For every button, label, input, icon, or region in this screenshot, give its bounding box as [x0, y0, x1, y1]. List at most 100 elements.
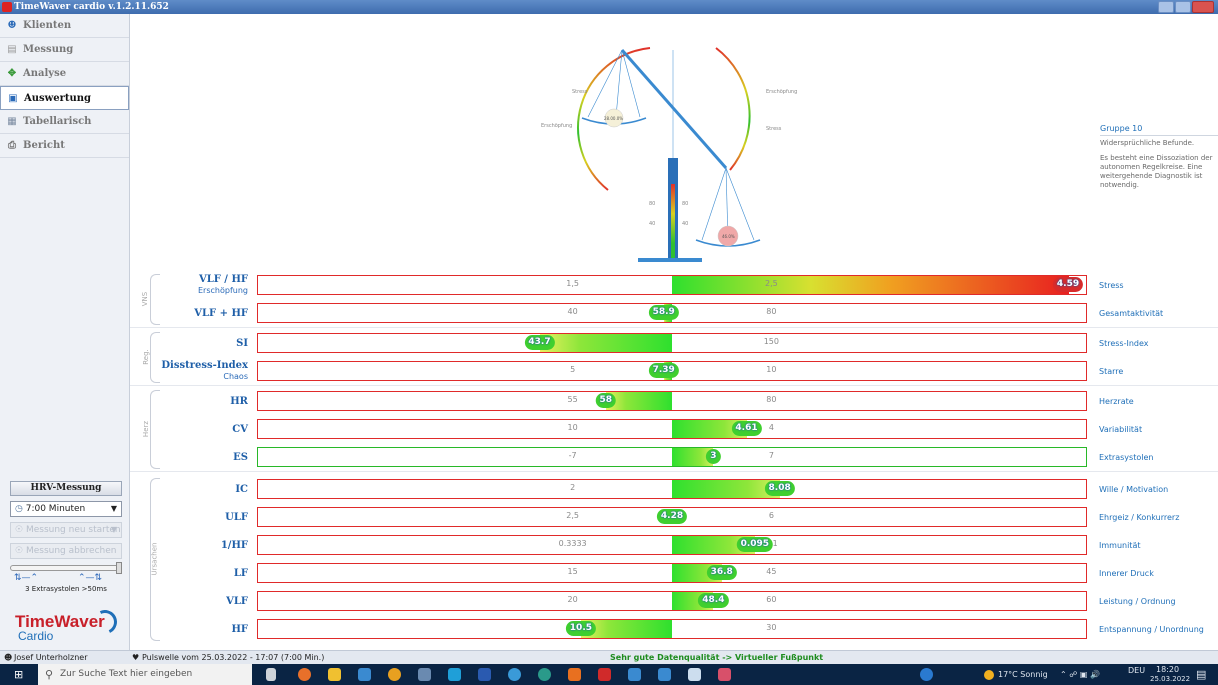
- metric-name: ULF: [225, 512, 248, 523]
- tray-lang[interactable]: DEU: [1128, 666, 1146, 675]
- camera-icon[interactable]: [418, 668, 431, 681]
- metric-right-label: Immunität: [1099, 541, 1141, 550]
- sidebar-item-tabellarisch[interactable]: ▦ Tabellarisch: [0, 110, 129, 134]
- stress-right-label: Stress: [766, 126, 782, 132]
- metric-tick-label: 10: [567, 423, 578, 432]
- metric-right-label: Herzrate: [1099, 397, 1134, 406]
- user-icon: ☻: [4, 653, 13, 662]
- metric-bar: 55 80 58: [257, 391, 1087, 411]
- threshold-slider[interactable]: [10, 562, 122, 574]
- group-description: Es besteht eine Dissoziation der autonom…: [1100, 154, 1213, 189]
- metric-bar-fill: [672, 448, 714, 466]
- duration-value: 7:00 Minuten: [25, 504, 86, 514]
- weather-sun-icon: [984, 670, 994, 680]
- search-icon: ⚲: [45, 668, 54, 681]
- right-pan-value: 46.0%: [722, 234, 735, 239]
- metric-tick-label: 2,5: [566, 511, 579, 520]
- status-user: Josef Unterholzner: [14, 653, 88, 662]
- ecg-icon: ⇅—⌃: [14, 573, 39, 583]
- app-icon[interactable]: [688, 668, 701, 681]
- tray-date[interactable]: 25.03.2022: [1150, 675, 1191, 683]
- taskbar-search[interactable]: ⚲ Zur Suche Text hier eingeben: [38, 664, 252, 685]
- metric-tick-label: 60: [766, 595, 777, 604]
- weather-text[interactable]: 17°C Sonnig: [998, 670, 1048, 679]
- skype-icon[interactable]: [448, 668, 461, 681]
- app-icon[interactable]: [628, 668, 641, 681]
- metric-value: 4.28: [656, 509, 688, 524]
- metric-bar: 2,5 6 4.28: [257, 507, 1087, 527]
- tray-time[interactable]: 18:20: [1156, 665, 1180, 674]
- metric-value: 36.8: [706, 565, 737, 580]
- metric-tick-label: 80: [766, 307, 777, 316]
- scale-40-left: 40: [649, 221, 655, 227]
- metric-sublabel: Chaos: [223, 372, 248, 381]
- timewaver-logo: TimeWaver Cardio: [15, 606, 121, 643]
- balance-beam: [620, 49, 728, 169]
- abort-measurement-button[interactable]: ☉ Messung abbrechen: [10, 543, 122, 559]
- restart-icon: ☉: [15, 525, 24, 535]
- group-bracket: [150, 274, 160, 325]
- task-view-icon[interactable]: [266, 668, 276, 681]
- slider-thumb[interactable]: [116, 562, 122, 574]
- logo-subtext: Cardio: [18, 629, 54, 643]
- duration-select[interactable]: ◷ 7:00 Minuten ▼: [10, 501, 122, 517]
- metric-name: HR: [230, 396, 248, 407]
- metric-right-label: Ehrgeiz / Konkurrerz: [1099, 513, 1180, 522]
- maximize-button[interactable]: [1175, 1, 1191, 13]
- word-icon[interactable]: [478, 668, 491, 681]
- status-bar: ☻ Josef Unterholzner ♥ Pulswelle vom 25.…: [0, 650, 1218, 664]
- metric-value: 43.7: [524, 335, 555, 350]
- monitor-icon: ▣: [8, 92, 18, 104]
- sidebar-item-messung[interactable]: ▤ Messung: [0, 38, 129, 62]
- timewaver-taskbar-icon[interactable]: [718, 668, 731, 681]
- windows-start-icon[interactable]: ⊞: [14, 668, 24, 681]
- firefox-icon[interactable]: [298, 668, 311, 681]
- app-icon[interactable]: [508, 668, 521, 681]
- metric-row: VLF + HF 40 80 58.9 Gesamtaktivität: [130, 301, 1218, 325]
- metric-value: 3: [706, 449, 721, 464]
- metric-label: Disstress-Index Chaos: [130, 360, 248, 382]
- window-title: TimeWaver cardio v.1.2.11.652: [14, 2, 169, 12]
- mail-icon[interactable]: [358, 668, 371, 681]
- sidebar-item-analyse[interactable]: ✥ Analyse: [0, 62, 129, 86]
- explorer-icon[interactable]: [328, 668, 341, 681]
- acrobat-icon[interactable]: [598, 668, 611, 681]
- metric-label: SI: [130, 338, 248, 349]
- metric-label: IC: [130, 484, 248, 495]
- window-titlebar: TimeWaver cardio v.1.2.11.652: [0, 0, 1218, 14]
- status-pulse: Pulswelle vom 25.03.2022 - 17:07 (7:00 M…: [142, 653, 325, 662]
- stop-icon: ☉: [15, 546, 24, 556]
- metric-tick-label: 55: [567, 395, 578, 404]
- chrome-icon[interactable]: [388, 668, 401, 681]
- metric-value: 4.59: [1052, 277, 1084, 292]
- metric-bar-fill: [672, 480, 780, 498]
- metric-bar: 20 60 48.4: [257, 591, 1087, 611]
- sidebar-item-auswertung[interactable]: ▣ Auswertung: [0, 86, 129, 110]
- metric-label: CV: [130, 424, 248, 435]
- ecg-icon: ⌃—⇅: [78, 573, 103, 583]
- metric-bar-fill: [672, 276, 1070, 294]
- close-button[interactable]: [1192, 1, 1214, 13]
- sidebar-item-klienten[interactable]: ☻ Klienten: [0, 14, 129, 38]
- metric-tick-label: 2,5: [764, 279, 778, 288]
- metric-bar-fill: [539, 334, 672, 352]
- tray-icons[interactable]: ⌃ ☍ ▣ 🔊: [1060, 670, 1100, 679]
- metric-name: HF: [231, 624, 248, 635]
- printer-icon: ⎙: [8, 140, 16, 151]
- sidebar-item-bericht[interactable]: ⎙ Bericht: [0, 134, 129, 158]
- restart-measurement-button[interactable]: ☉ Messung neu starten ▼: [10, 522, 122, 538]
- app-icon[interactable]: [658, 668, 671, 681]
- minimize-button[interactable]: [1158, 1, 1174, 13]
- sidebar: ☻ Klienten ▤ Messung ✥ Analyse ▣ Auswert…: [0, 14, 130, 650]
- metric-bar-fill: [672, 420, 747, 438]
- vlc-icon[interactable]: [568, 668, 581, 681]
- metric-tick-label: 15: [567, 567, 578, 576]
- sidebar-item-label: Klienten: [23, 20, 72, 31]
- app-icon[interactable]: [538, 668, 551, 681]
- notification-icon[interactable]: ▤: [1196, 668, 1207, 681]
- network-app-icon[interactable]: [920, 668, 933, 681]
- metric-row: IC 2 8.08 Wille / Motivation: [130, 477, 1218, 501]
- extrasystole-label: 3 Extrasystolen >50ms: [25, 585, 107, 593]
